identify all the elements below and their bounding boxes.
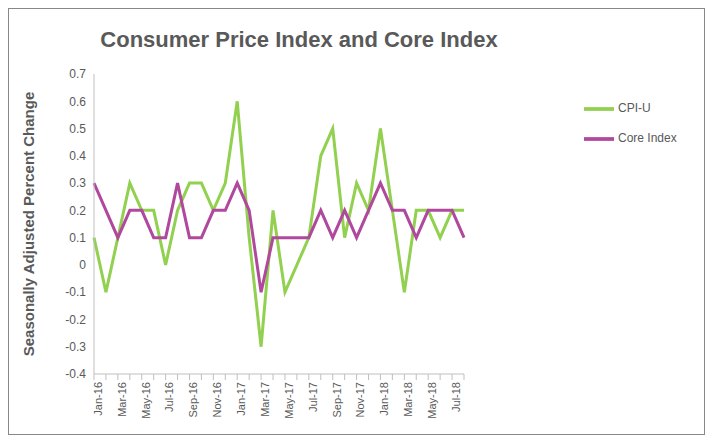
svg-text:0: 0 (79, 258, 86, 272)
svg-text:-0.2: -0.2 (65, 313, 86, 327)
svg-text:-0.1: -0.1 (65, 285, 86, 299)
svg-text:May-16: May-16 (140, 382, 152, 419)
svg-text:0.1: 0.1 (69, 231, 86, 245)
svg-text:Sep-16: Sep-16 (187, 382, 199, 417)
svg-text:0.5: 0.5 (69, 122, 86, 136)
html-text:CPI-U: CPI-U (618, 101, 651, 116)
svg-text:Nov-16: Nov-16 (211, 382, 223, 417)
svg-text:-0.3: -0.3 (65, 340, 86, 354)
svg-text:Nov-17: Nov-17 (354, 382, 366, 417)
svg-text:Jan-16: Jan-16 (92, 382, 104, 416)
svg-text:0.4: 0.4 (69, 149, 86, 163)
svg-text:0.3: 0.3 (69, 176, 86, 190)
svg-text:0.2: 0.2 (69, 204, 86, 218)
svg-text:Sep-17: Sep-17 (331, 382, 343, 417)
html-text:Consumer Price Index and Core: Consumer Price Index and Core Index (100, 27, 498, 52)
svg-text:Jul-17: Jul-17 (307, 382, 319, 412)
svg-text:May-18: May-18 (426, 382, 438, 419)
svg-text:0.7: 0.7 (69, 67, 86, 81)
svg-text:Mar-17: Mar-17 (259, 382, 271, 417)
svg-text:-0.4: -0.4 (65, 367, 86, 381)
html-text:Core Index: Core Index (618, 131, 677, 146)
svg-text:Jul-16: Jul-16 (163, 382, 175, 412)
svg-text:Seasonally Adjusted Percent Ch: Seasonally Adjusted Percent Change (20, 92, 37, 357)
svg-text:Mar-16: Mar-16 (116, 382, 128, 417)
svg-text:Jan-18: Jan-18 (378, 382, 390, 416)
svg-text:May-17: May-17 (283, 382, 295, 419)
svg-text:0.6: 0.6 (69, 95, 86, 109)
svg-text:Jul-18: Jul-18 (450, 382, 462, 412)
svg-text:Jan-17: Jan-17 (235, 382, 247, 416)
svg-text:Mar-18: Mar-18 (402, 382, 414, 417)
